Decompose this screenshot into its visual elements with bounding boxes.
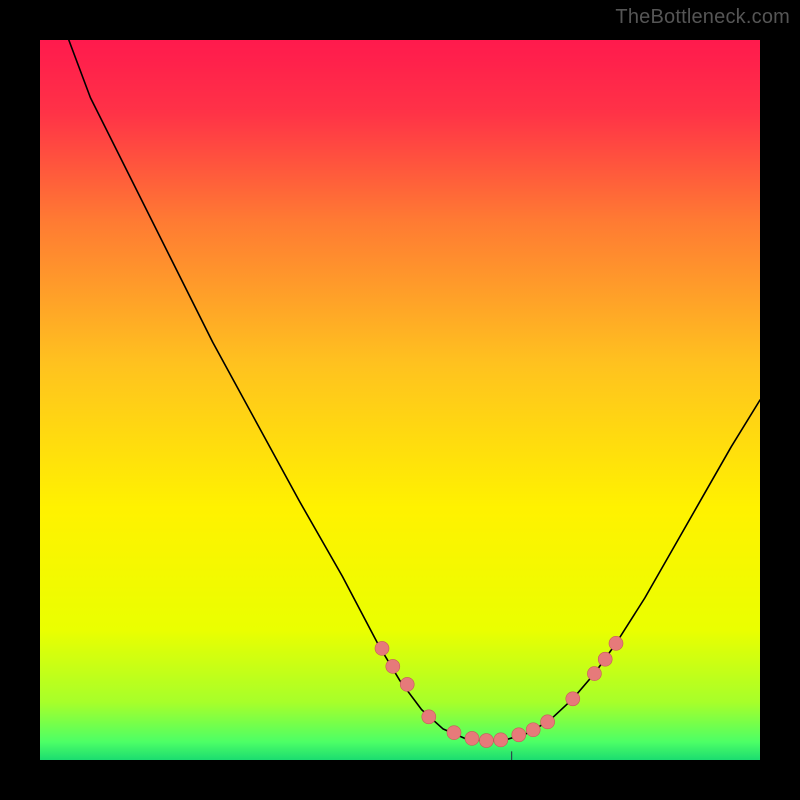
data-marker [479, 734, 493, 748]
data-marker [375, 641, 389, 655]
attribution-watermark: TheBottleneck.com [615, 6, 790, 29]
chart-frame: TheBottleneck.com [0, 0, 800, 800]
data-marker [422, 710, 436, 724]
data-marker [609, 636, 623, 650]
data-marker [400, 677, 414, 691]
data-marker [512, 728, 526, 742]
data-marker [587, 667, 601, 681]
data-marker [526, 723, 540, 737]
gradient-background [40, 40, 760, 760]
bottleneck-curve-chart [40, 40, 760, 760]
data-marker [465, 731, 479, 745]
data-marker [494, 733, 508, 747]
data-marker [566, 692, 580, 706]
plot-area [40, 40, 760, 760]
data-marker [386, 659, 400, 673]
data-marker [541, 715, 555, 729]
data-marker [447, 726, 461, 740]
data-marker [598, 652, 612, 666]
